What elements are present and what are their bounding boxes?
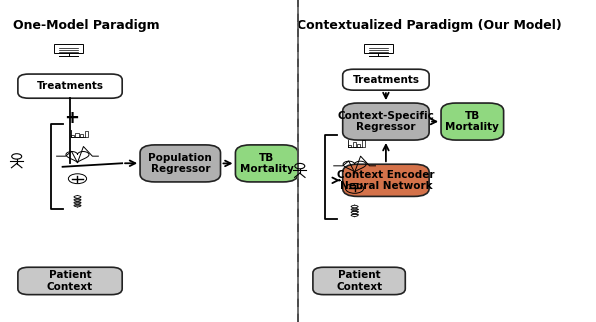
FancyBboxPatch shape — [343, 164, 429, 196]
Bar — [76, 133, 79, 137]
FancyBboxPatch shape — [441, 103, 504, 140]
FancyBboxPatch shape — [18, 74, 122, 98]
FancyBboxPatch shape — [343, 69, 429, 90]
FancyBboxPatch shape — [364, 44, 393, 53]
FancyBboxPatch shape — [54, 44, 83, 53]
Text: +: + — [64, 109, 79, 127]
Bar — [80, 134, 83, 137]
Bar — [362, 140, 365, 147]
FancyBboxPatch shape — [140, 145, 221, 182]
Text: TB
Mortality: TB Mortality — [445, 111, 499, 132]
Bar — [348, 145, 352, 147]
FancyBboxPatch shape — [18, 267, 122, 295]
FancyBboxPatch shape — [235, 145, 298, 182]
Text: Patient
Context: Patient Context — [336, 270, 382, 292]
Bar — [357, 144, 361, 147]
FancyBboxPatch shape — [313, 267, 405, 295]
Text: One-Model Paradigm: One-Model Paradigm — [13, 19, 160, 32]
Text: TB
Mortality: TB Mortality — [240, 153, 294, 174]
Text: Treatments: Treatments — [36, 81, 104, 91]
Bar — [71, 135, 74, 137]
Bar — [353, 142, 356, 147]
Text: Patient
Context: Patient Context — [47, 270, 93, 292]
Text: Context-Specific
Regressor: Context-Specific Regressor — [337, 111, 434, 132]
Text: Contextualized Paradigm (Our Model): Contextualized Paradigm (Our Model) — [297, 19, 561, 32]
Bar — [85, 131, 88, 137]
Text: Treatments: Treatments — [352, 75, 420, 85]
FancyBboxPatch shape — [343, 103, 429, 140]
Text: Population
Regressor: Population Regressor — [148, 153, 212, 174]
Text: Context Encoder
Neural Network: Context Encoder Neural Network — [337, 169, 434, 191]
